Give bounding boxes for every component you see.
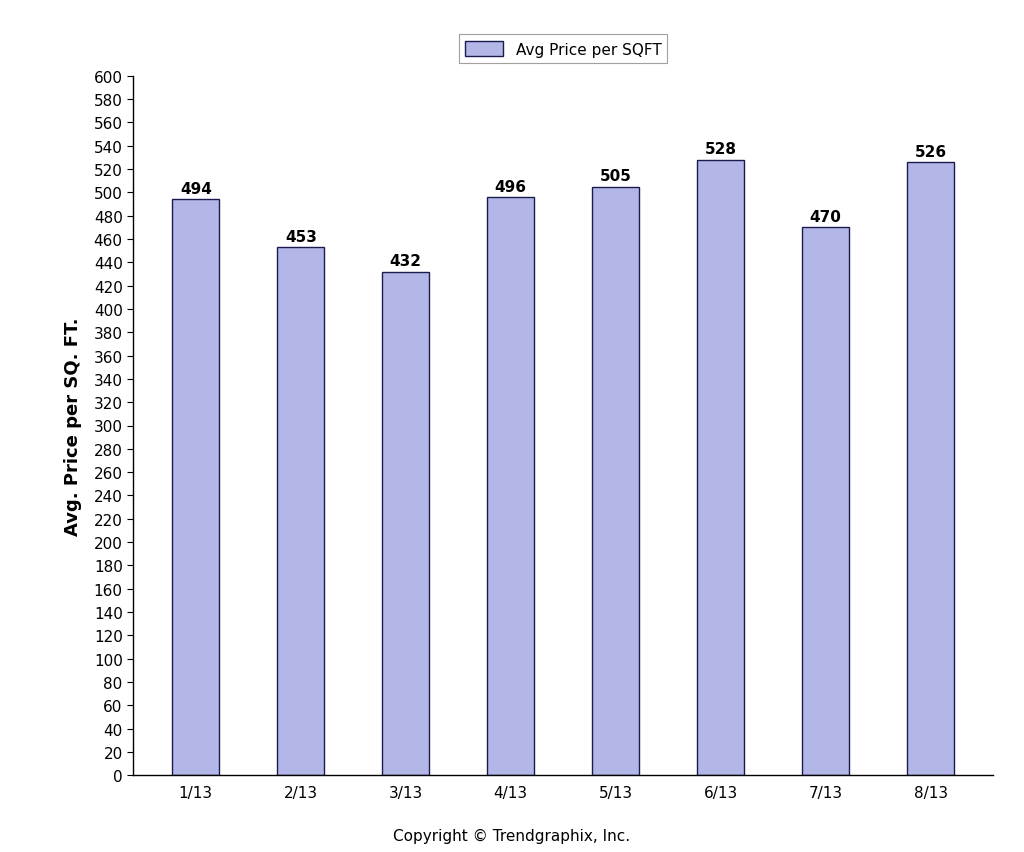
Text: 496: 496 [495,179,526,194]
Bar [487,198,535,775]
Bar [697,160,744,775]
Text: 505: 505 [600,169,632,184]
Text: 453: 453 [285,229,316,245]
Text: 526: 526 [914,144,946,159]
Text: 432: 432 [390,254,422,269]
Text: 528: 528 [705,142,736,157]
Bar [172,200,219,775]
Text: Copyright © Trendgraphix, Inc.: Copyright © Trendgraphix, Inc. [393,828,631,843]
Y-axis label: Avg. Price per SQ. FT.: Avg. Price per SQ. FT. [65,317,83,535]
Text: 470: 470 [810,210,842,225]
Bar [592,187,639,775]
Text: 494: 494 [180,181,212,197]
Bar [382,273,429,775]
Bar [278,248,325,775]
Bar [907,163,954,775]
Legend: Avg Price per SQFT: Avg Price per SQFT [459,36,668,64]
Bar [802,228,849,775]
